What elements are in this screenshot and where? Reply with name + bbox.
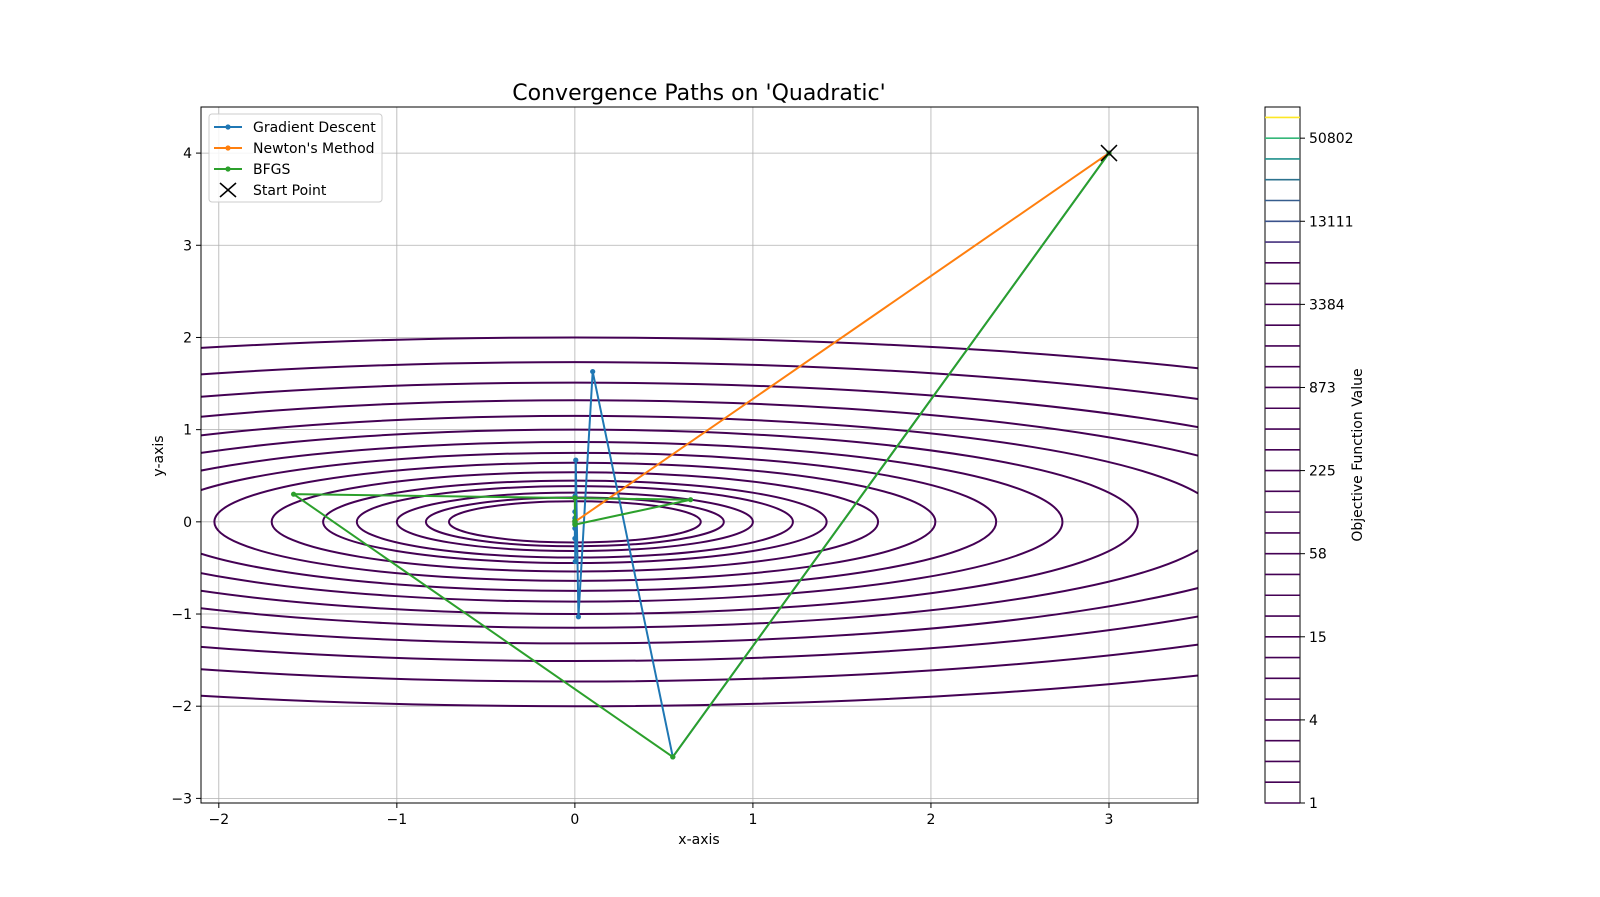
y-tick-label: −1 bbox=[171, 607, 192, 623]
colorbar-label: Objective Function Value bbox=[1350, 368, 1366, 541]
bfgs-path bbox=[292, 152, 1110, 758]
colorbar-frame bbox=[1264, 106, 1301, 804]
x-tick-label: −1 bbox=[387, 812, 408, 828]
legend-marker bbox=[225, 145, 231, 151]
contour-line bbox=[201, 336, 1198, 708]
x-tick-label: 0 bbox=[570, 812, 579, 828]
newton-s-method-path bbox=[574, 152, 1110, 523]
colorbar-tick-label: 58 bbox=[1309, 547, 1327, 563]
y-axis-label: y-axis bbox=[151, 435, 167, 476]
bfgs-point bbox=[572, 519, 578, 525]
colorbar-tick-label: 1 bbox=[1309, 796, 1318, 812]
contour-line bbox=[201, 428, 1139, 615]
legend-box bbox=[208, 113, 383, 203]
contour-line bbox=[201, 414, 1198, 629]
bfgs-point bbox=[290, 491, 297, 497]
contour-line bbox=[201, 451, 998, 592]
contour-line bbox=[201, 399, 1198, 645]
contour-line bbox=[201, 361, 1198, 683]
x-axis-label: x-axis bbox=[678, 832, 719, 848]
legend-label: Gradient Descent bbox=[253, 120, 376, 136]
gradient-descent-point bbox=[575, 614, 582, 620]
legend-label: Newton's Method bbox=[253, 141, 375, 157]
colorbar-tick-label: 4 bbox=[1309, 713, 1318, 729]
chart-title: Convergence Paths on 'Quadratic' bbox=[512, 81, 885, 106]
y-tick-label: 0 bbox=[183, 515, 192, 531]
x-tick-label: 2 bbox=[926, 812, 935, 828]
x-axis-ticks: −2 −1 0 1 2 3 bbox=[208, 803, 1113, 828]
gradient-descent-point bbox=[590, 368, 596, 375]
gradient-descent-point bbox=[573, 457, 579, 463]
colorbar-tick-label: 13111 bbox=[1309, 214, 1354, 230]
y-tick-label: 2 bbox=[183, 330, 192, 346]
colorbar-tick-label: 3384 bbox=[1309, 297, 1345, 313]
bfgs-point bbox=[670, 754, 676, 760]
y-tick-label: 3 bbox=[183, 238, 192, 254]
colorbar-tick-label: 15 bbox=[1309, 630, 1327, 646]
bfgs-point bbox=[687, 497, 694, 503]
colorbar-tick-label: 50802 bbox=[1309, 131, 1354, 147]
gradient-descent-point bbox=[572, 558, 578, 565]
colorbar: 1 4 15 58 225 873 3384 13111 50802 bbox=[1264, 106, 1354, 812]
y-axis-ticks: −3 −2 −1 0 1 2 3 4 bbox=[171, 146, 201, 807]
x-tick-label: 1 bbox=[748, 812, 757, 828]
gradient-descent-point bbox=[572, 535, 578, 542]
y-tick-label: −3 bbox=[171, 791, 192, 807]
contour-line bbox=[201, 441, 1064, 603]
x-tick-label: −2 bbox=[208, 812, 229, 828]
legend: Gradient Descent Newton's Method BFGS Start… bbox=[208, 113, 383, 203]
y-tick-label: 4 bbox=[183, 146, 192, 162]
y-tick-label: 1 bbox=[183, 423, 192, 439]
contour-line bbox=[201, 381, 1198, 662]
plot-frame bbox=[200, 106, 1199, 804]
gradient-descent-point bbox=[572, 525, 578, 531]
colorbar-tick-label: 873 bbox=[1309, 380, 1336, 396]
start-point-marker bbox=[1100, 144, 1118, 162]
legend-label: Start Point bbox=[253, 183, 327, 199]
optimizer-paths bbox=[290, 150, 1112, 760]
y-tick-label: −2 bbox=[171, 699, 192, 715]
colorbar-tick-label: 225 bbox=[1309, 464, 1336, 480]
legend-marker bbox=[225, 124, 231, 130]
start-point-x-stroke bbox=[1100, 144, 1118, 162]
legend-marker bbox=[225, 166, 231, 172]
grid-lines bbox=[201, 107, 1198, 803]
bfgs-point bbox=[572, 495, 578, 501]
legend-label: BFGS bbox=[253, 162, 291, 178]
legend-x-marker bbox=[219, 182, 237, 198]
x-tick-label: 3 bbox=[1105, 812, 1114, 828]
